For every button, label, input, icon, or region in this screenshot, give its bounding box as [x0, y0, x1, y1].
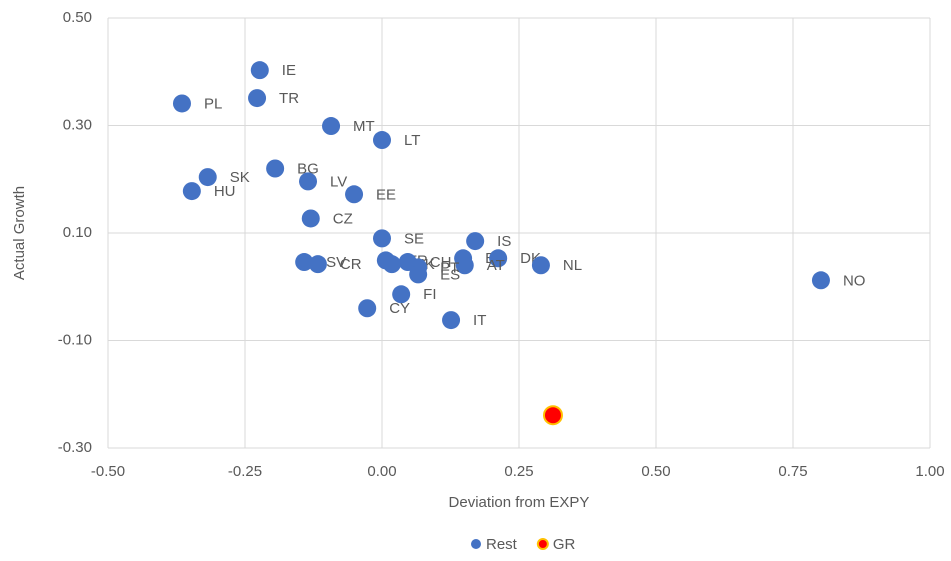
point-label: MT: [353, 118, 375, 135]
point-label: SV: [326, 254, 346, 271]
legend-label: GR: [553, 536, 576, 553]
y-tick-label: -0.30: [58, 439, 92, 456]
point-label: CR: [340, 256, 362, 273]
point-label: BG: [297, 160, 319, 177]
point: [301, 209, 320, 228]
point: [489, 249, 508, 268]
point-label: NO: [843, 272, 866, 289]
point: [198, 168, 217, 187]
point-label: IE: [282, 62, 296, 79]
point-label: SK: [230, 169, 250, 186]
y-tick-label: 0.30: [63, 116, 92, 133]
y-tick-label: -0.10: [58, 331, 92, 348]
point: [295, 253, 314, 272]
point: [531, 256, 550, 275]
x-tick-label: 0.25: [504, 463, 533, 480]
point: [382, 255, 401, 274]
point: [358, 299, 377, 318]
point-label: LT: [404, 132, 420, 149]
x-tick-label: 0.00: [367, 463, 396, 480]
y-tick-label: 0.50: [63, 9, 92, 26]
point: [409, 265, 428, 284]
point-label: PT: [440, 259, 459, 276]
point: [373, 131, 391, 150]
point-label: TR: [279, 90, 299, 107]
point: [466, 232, 485, 251]
point: [250, 61, 269, 80]
point: [373, 229, 391, 248]
legend-label: Rest: [486, 536, 518, 553]
point: [248, 89, 267, 108]
point: [266, 159, 285, 178]
point-label: CZ: [333, 210, 353, 227]
point: [322, 117, 341, 136]
point-label: SE: [404, 230, 424, 247]
point: [182, 182, 201, 201]
x-tick-label: 0.75: [778, 463, 807, 480]
legend-marker: [471, 539, 481, 549]
x-tick-label: 0.50: [641, 463, 670, 480]
point: [811, 271, 830, 290]
x-tick-label: -0.25: [228, 463, 262, 480]
point-label: ES: [440, 266, 460, 283]
point-label: NL: [563, 257, 582, 274]
point-label: AT: [487, 257, 505, 274]
point: [299, 172, 318, 191]
point: [442, 311, 461, 330]
point-label: PL: [204, 95, 222, 112]
y-tick-label: 0.10: [63, 224, 92, 241]
x-tick-label: 1.00: [915, 463, 944, 480]
x-axis-title: Deviation from EXPY: [449, 494, 590, 511]
point: [345, 185, 364, 204]
point: [392, 285, 411, 304]
point-label: CH: [430, 254, 452, 271]
x-tick-label: -0.50: [91, 463, 125, 480]
point-label: EE: [376, 186, 396, 203]
point-label: HU: [214, 183, 236, 200]
point: [542, 405, 563, 426]
point: [455, 256, 474, 275]
legend-marker: [536, 538, 549, 550]
point-label: FI: [423, 286, 436, 303]
point: [172, 94, 191, 113]
y-axis-title: Actual Growth: [11, 186, 28, 280]
point-label: CY: [389, 300, 410, 317]
point-label: LV: [330, 173, 347, 190]
point-label: IT: [473, 312, 486, 329]
point: [308, 255, 327, 274]
point-label: IS: [497, 233, 511, 250]
